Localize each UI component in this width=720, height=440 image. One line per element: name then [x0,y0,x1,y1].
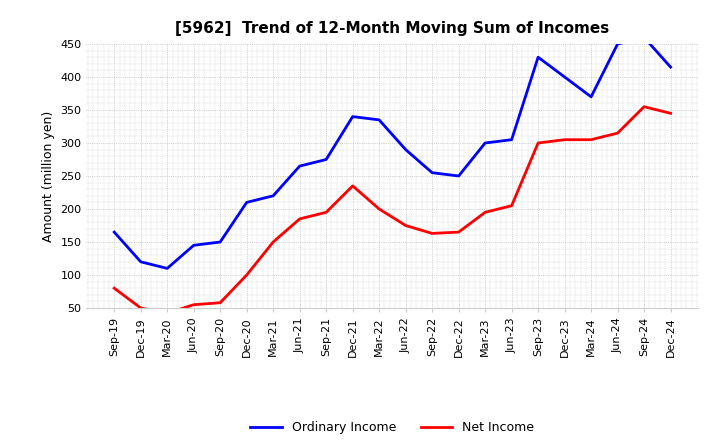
Ordinary Income [295,163,304,169]
Ordinary Income [613,41,622,47]
Net Income [613,130,622,136]
Net Income [189,302,198,307]
Net Income [243,272,251,278]
Ordinary Income [640,35,649,40]
Ordinary Income [375,117,384,122]
Net Income [348,183,357,188]
Net Income [508,203,516,208]
Ordinary Income [110,230,119,235]
Net Income [481,210,490,215]
Ordinary Income [534,55,542,60]
Net Income [401,223,410,228]
Line: Net Income: Net Income [114,106,670,313]
Net Income [269,239,277,245]
Ordinary Income [666,64,675,70]
Net Income [534,140,542,146]
Net Income [216,300,225,305]
Net Income [322,210,330,215]
Net Income [640,104,649,109]
Ordinary Income [216,239,225,245]
Net Income [666,110,675,116]
Net Income [163,311,171,316]
Ordinary Income [401,147,410,152]
Ordinary Income [587,94,595,99]
Ordinary Income [243,200,251,205]
Ordinary Income [428,170,436,175]
Net Income [454,230,463,235]
Ordinary Income [454,173,463,179]
Net Income [110,286,119,291]
Ordinary Income [508,137,516,142]
Ordinary Income [481,140,490,146]
Net Income [375,206,384,212]
Ordinary Income [322,157,330,162]
Net Income [136,305,145,311]
Net Income [295,216,304,221]
Net Income [428,231,436,236]
Net Income [560,137,569,142]
Ordinary Income [560,74,569,80]
Ordinary Income [189,243,198,248]
Y-axis label: Amount (million yen): Amount (million yen) [42,110,55,242]
Line: Ordinary Income: Ordinary Income [114,37,670,268]
Ordinary Income [348,114,357,119]
Ordinary Income [269,193,277,198]
Title: [5962]  Trend of 12-Month Moving Sum of Incomes: [5962] Trend of 12-Month Moving Sum of I… [175,21,610,36]
Legend: Ordinary Income, Net Income: Ordinary Income, Net Income [246,416,539,439]
Ordinary Income [163,266,171,271]
Net Income [587,137,595,142]
Ordinary Income [136,259,145,264]
